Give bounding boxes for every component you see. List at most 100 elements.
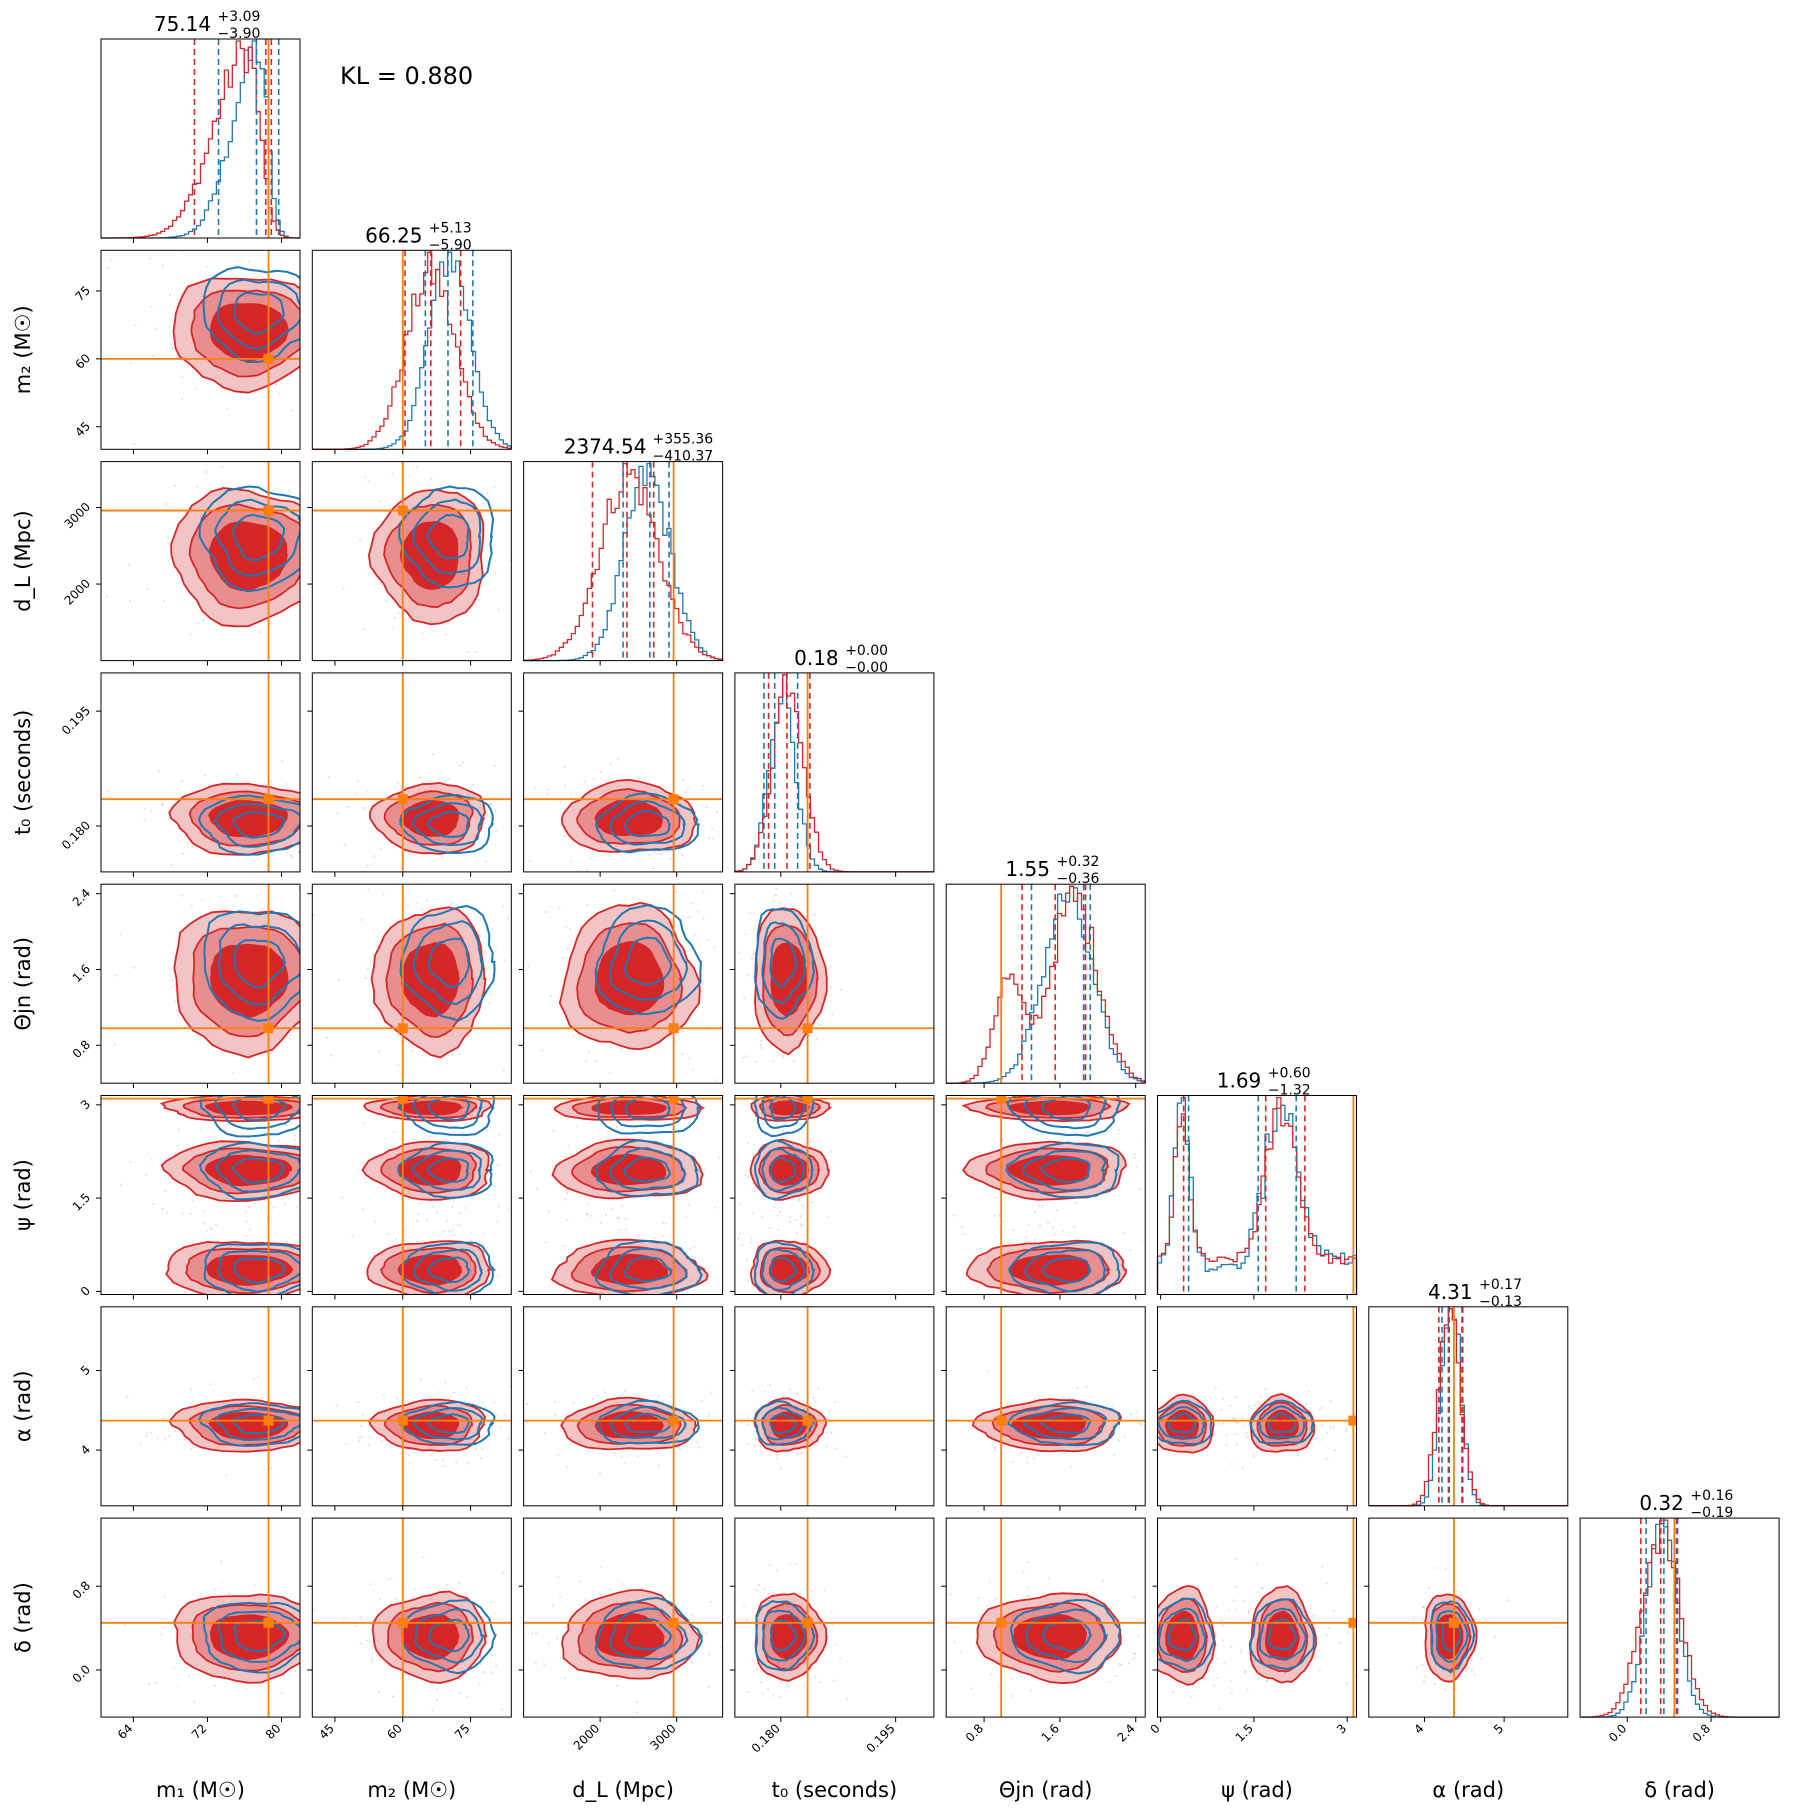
sample-point	[318, 492, 320, 494]
sample-point	[755, 1588, 758, 1591]
sample-point	[746, 1259, 749, 1262]
sample-point	[322, 482, 324, 484]
sample-point	[570, 796, 573, 799]
sample-point	[120, 933, 123, 936]
sample-point	[801, 1452, 804, 1455]
sample-point	[801, 1224, 804, 1227]
panel-content-5-6	[1130, 1306, 1357, 1506]
sample-point	[459, 1212, 462, 1215]
sample-point	[417, 1212, 420, 1216]
sample-point	[232, 1072, 235, 1075]
sample-point	[993, 1448, 996, 1451]
sample-point	[486, 492, 489, 495]
sample-point	[1208, 1669, 1211, 1672]
hist-title-psi: 1.69	[1217, 1069, 1262, 1093]
sample-point	[685, 1216, 688, 1219]
sample-point	[747, 1142, 750, 1145]
sample-point	[189, 633, 192, 636]
y-tick-label-delta: 0.0	[70, 1662, 93, 1685]
sample-point	[995, 1196, 998, 1199]
sample-point	[1229, 1679, 1232, 1682]
sample-point	[1118, 1439, 1121, 1442]
sample-point	[1123, 1330, 1125, 1332]
sample-point	[708, 1413, 711, 1416]
truth-marker	[263, 1095, 274, 1104]
sample-point	[435, 1688, 438, 1691]
sample-point	[200, 898, 203, 901]
sample-point	[782, 1395, 785, 1399]
x-tick-label-dL: 3000	[647, 1721, 678, 1752]
hist-panel-dL	[522, 461, 724, 662]
sample-point	[1316, 1436, 1319, 1440]
panel-frame	[100, 1517, 301, 1718]
sample-point	[763, 1587, 766, 1591]
sample-point	[1507, 1599, 1510, 1602]
sample-point	[177, 1128, 180, 1131]
sample-point	[279, 443, 281, 445]
x-axis-label-theta: Θjn (rad)	[999, 1778, 1093, 1802]
sample-point	[418, 1202, 421, 1205]
contour-blue-1	[412, 498, 482, 576]
sample-point	[150, 809, 153, 812]
sample-point	[1247, 1653, 1250, 1656]
sample-point	[616, 1685, 619, 1688]
contour-blue-2	[426, 1413, 471, 1434]
sample-point	[809, 1034, 812, 1037]
sample-point	[168, 294, 172, 297]
sample-point	[269, 1202, 272, 1205]
sample-point	[705, 806, 708, 809]
sample-point	[445, 780, 448, 783]
hist-panel-theta	[946, 884, 1146, 1084]
sample-point	[845, 1455, 848, 1458]
contour-blue-0	[594, 1239, 703, 1295]
sample-point	[989, 1581, 992, 1584]
sample-point	[363, 627, 366, 630]
sample-point	[220, 1560, 223, 1563]
sample-point	[431, 1709, 434, 1712]
sample-point	[404, 1239, 407, 1242]
sample-point	[341, 1196, 344, 1199]
sample-point	[1130, 1396, 1132, 1398]
sample-point	[395, 1237, 398, 1240]
sample-point	[662, 1234, 665, 1237]
sample-point	[586, 869, 589, 872]
sample-point	[634, 1393, 638, 1396]
sample-point	[1326, 1457, 1329, 1460]
sample-point	[564, 784, 567, 787]
sample-point	[1086, 1591, 1089, 1594]
sample-point	[621, 1583, 624, 1586]
sample-point	[259, 1684, 262, 1688]
panel-frame	[945, 883, 1146, 1084]
sample-point	[755, 1308, 757, 1310]
sample-point	[1140, 1430, 1142, 1432]
sample-point	[793, 1060, 796, 1063]
sample-point	[600, 1123, 603, 1126]
sample-point	[206, 265, 209, 268]
sample-point	[288, 490, 291, 493]
sample-point	[504, 1413, 507, 1416]
contour-blue-2	[426, 513, 470, 560]
hist-title-minus-m2: −5.90	[429, 237, 472, 253]
panel-content-1-6	[312, 1306, 512, 1506]
sample-point	[203, 1210, 206, 1213]
sample-point	[741, 880, 743, 882]
contour-blue-2	[769, 937, 798, 988]
sample-point	[819, 1023, 822, 1026]
sample-point	[749, 1241, 753, 1244]
contour-blue-1	[761, 1406, 806, 1441]
truth-marker	[397, 1095, 408, 1104]
sample-point	[608, 1072, 611, 1075]
sample-point	[1069, 1466, 1072, 1469]
sample-point	[482, 1434, 485, 1437]
sample-point	[534, 786, 537, 789]
sample-point	[346, 1086, 348, 1088]
sample-point	[358, 1436, 361, 1439]
panel-frame	[734, 1306, 935, 1507]
contour-blue-1	[608, 919, 689, 1001]
sample-point	[1318, 1669, 1321, 1672]
panel-frame	[1157, 1306, 1357, 1507]
panel-dL-delta	[523, 1518, 723, 1718]
sample-point	[1256, 1401, 1260, 1404]
sample-point	[1234, 1608, 1237, 1611]
sample-point	[516, 940, 518, 942]
